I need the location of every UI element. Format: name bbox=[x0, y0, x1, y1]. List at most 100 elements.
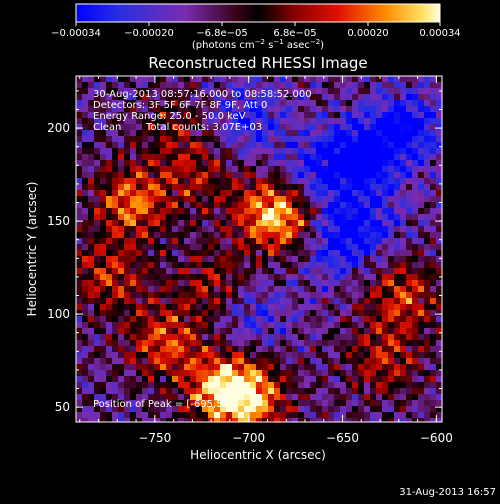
heatmap-cell bbox=[94, 106, 101, 113]
heatmap-cell bbox=[328, 298, 335, 305]
heatmap-cell bbox=[430, 310, 437, 317]
heatmap-cell bbox=[238, 160, 245, 167]
heatmap-cell bbox=[76, 262, 83, 269]
heatmap-cell bbox=[328, 106, 335, 113]
heatmap-cell bbox=[436, 268, 442, 275]
heatmap-cell bbox=[268, 370, 275, 377]
heatmap-cell bbox=[400, 124, 407, 131]
heatmap-cell bbox=[226, 124, 233, 131]
heatmap-cell bbox=[376, 238, 383, 245]
heatmap-cell bbox=[100, 358, 107, 365]
heatmap-cell bbox=[340, 238, 347, 245]
y-tick-label: 150 bbox=[47, 214, 70, 228]
heatmap-cell bbox=[214, 94, 221, 101]
heatmap-cell bbox=[76, 166, 83, 173]
heatmap-cell bbox=[280, 124, 287, 131]
heatmap-cell bbox=[94, 352, 101, 359]
heatmap-cell bbox=[436, 370, 442, 377]
heatmap-cell bbox=[88, 304, 95, 311]
heatmap-cell bbox=[250, 412, 257, 419]
heatmap-cell bbox=[364, 226, 371, 233]
heatmap-cell bbox=[292, 184, 299, 191]
heatmap-cell bbox=[364, 400, 371, 407]
heatmap-cell bbox=[208, 382, 215, 389]
heatmap-cell bbox=[250, 334, 257, 341]
heatmap-cell bbox=[220, 256, 227, 263]
heatmap-cell bbox=[376, 106, 383, 113]
heatmap-cell bbox=[268, 364, 275, 371]
heatmap-cell bbox=[142, 232, 149, 239]
heatmap-cell bbox=[268, 358, 275, 365]
heatmap-cell bbox=[418, 316, 425, 323]
heatmap-cell bbox=[310, 214, 317, 221]
heatmap-cell bbox=[322, 208, 329, 215]
heatmap-cell bbox=[106, 106, 113, 113]
heatmap-cell bbox=[118, 418, 125, 422]
heatmap-cell bbox=[148, 124, 155, 131]
heatmap-cell bbox=[346, 406, 353, 413]
heatmap-cell bbox=[136, 298, 143, 305]
heatmap-cell bbox=[328, 88, 335, 95]
heatmap-cell bbox=[106, 292, 113, 299]
heatmap-cell bbox=[310, 232, 317, 239]
heatmap-cell bbox=[94, 376, 101, 383]
heatmap-cell bbox=[418, 214, 425, 221]
heatmap-cell bbox=[136, 376, 143, 383]
heatmap-cell bbox=[268, 172, 275, 179]
heatmap-cell bbox=[94, 340, 101, 347]
heatmap-cell bbox=[226, 148, 233, 155]
heatmap-cell bbox=[328, 328, 335, 335]
heatmap-cell bbox=[334, 178, 341, 185]
heatmap-cell bbox=[202, 88, 209, 95]
heatmap-cell bbox=[358, 346, 365, 353]
heatmap-cell bbox=[394, 340, 401, 347]
heatmap-cell bbox=[328, 346, 335, 353]
heatmap-cell bbox=[136, 394, 143, 401]
heatmap-cell bbox=[178, 238, 185, 245]
heatmap-cell bbox=[322, 382, 329, 389]
heatmap-cell bbox=[88, 172, 95, 179]
heatmap-cell bbox=[238, 328, 245, 335]
heatmap-cell bbox=[406, 160, 413, 167]
heatmap-cell bbox=[148, 406, 155, 413]
heatmap-cell bbox=[166, 388, 173, 395]
heatmap-cell bbox=[334, 142, 341, 149]
heatmap-cell bbox=[310, 286, 317, 293]
heatmap-cell bbox=[256, 334, 263, 341]
heatmap-cell bbox=[334, 100, 341, 107]
heatmap-cell bbox=[82, 154, 89, 161]
heatmap-cell bbox=[106, 226, 113, 233]
heatmap-cell bbox=[340, 226, 347, 233]
heatmap-cell bbox=[214, 82, 221, 89]
heatmap-cell bbox=[172, 100, 179, 107]
heatmap-cell bbox=[100, 364, 107, 371]
heatmap-cell bbox=[340, 148, 347, 155]
heatmap-cell bbox=[232, 136, 239, 143]
heatmap-cell bbox=[76, 148, 83, 155]
heatmap-cell bbox=[106, 154, 113, 161]
heatmap-cell bbox=[292, 286, 299, 293]
heatmap-cell bbox=[196, 190, 203, 197]
heatmap-cell bbox=[154, 316, 161, 323]
heatmap-cell bbox=[292, 310, 299, 317]
heatmap-cell bbox=[214, 256, 221, 263]
heatmap-cell bbox=[388, 214, 395, 221]
heatmap-cell bbox=[340, 190, 347, 197]
heatmap-cell bbox=[136, 364, 143, 371]
heatmap-cell bbox=[76, 250, 83, 257]
heatmap-cell bbox=[310, 400, 317, 407]
heatmap-cell bbox=[382, 82, 389, 89]
heatmap-cell bbox=[88, 280, 95, 287]
heatmap-cell bbox=[88, 184, 95, 191]
heatmap-cell bbox=[82, 238, 89, 245]
heatmap-cell bbox=[436, 130, 442, 137]
heatmap-cell bbox=[166, 208, 173, 215]
heatmap-cell bbox=[328, 190, 335, 197]
heatmap-cell bbox=[352, 172, 359, 179]
heatmap-cell bbox=[82, 406, 89, 413]
heatmap-cell bbox=[250, 274, 257, 281]
heatmap-cell bbox=[76, 382, 83, 389]
heatmap-cell bbox=[94, 190, 101, 197]
heatmap-cell bbox=[214, 76, 221, 83]
heatmap-cell bbox=[130, 388, 137, 395]
